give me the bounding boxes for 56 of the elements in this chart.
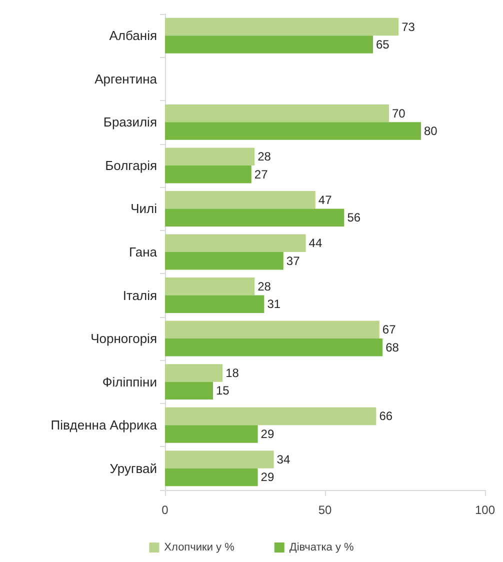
- y-tick-label: Чорногорія: [90, 331, 157, 346]
- data-label: 67: [382, 322, 396, 337]
- data-label: 31: [267, 297, 281, 312]
- bar: [165, 208, 344, 226]
- data-label: 18: [226, 366, 240, 380]
- bar: [165, 450, 274, 468]
- data-label: 29: [260, 426, 274, 441]
- bar: [165, 278, 255, 296]
- data-label: 27: [254, 167, 268, 182]
- bar: [165, 364, 223, 382]
- bar: [165, 190, 316, 209]
- data-label: 65: [376, 38, 390, 52]
- x-tick-label: 0: [162, 503, 169, 517]
- data-label: 44: [308, 236, 322, 250]
- bar: [165, 165, 252, 184]
- data-label: 29: [260, 470, 274, 484]
- bar: [165, 234, 306, 252]
- data-label: 28: [258, 150, 272, 164]
- bar: [165, 18, 399, 36]
- bar: [165, 407, 376, 426]
- legend-label: Дівчатка у %: [289, 542, 354, 554]
- x-tick-label: 100: [474, 503, 496, 517]
- data-label: 73: [402, 20, 416, 34]
- bar: [165, 295, 264, 314]
- bar: [165, 468, 258, 486]
- y-tick-label: Філіппіни: [102, 374, 157, 390]
- bar: [165, 382, 213, 400]
- y-tick-label: Гана: [129, 244, 158, 260]
- data-label: 56: [347, 210, 361, 225]
- data-label: 37: [286, 254, 300, 268]
- x-tick-label: 50: [318, 503, 332, 517]
- y-tick-label: Чилі: [130, 201, 158, 216]
- bar: [165, 320, 380, 339]
- bar: [165, 36, 373, 54]
- y-tick-label: Південна Африка: [50, 418, 158, 433]
- y-tick-label: Албанія: [109, 28, 157, 44]
- data-label: 66: [379, 409, 393, 424]
- data-label: 47: [318, 192, 332, 207]
- data-label: 68: [386, 340, 400, 354]
- legend-label: Хлопчики у %: [164, 542, 235, 554]
- bar: [165, 122, 421, 140]
- bar: [165, 425, 258, 443]
- bar: [165, 252, 284, 270]
- y-tick-label: Болгарія: [105, 158, 157, 173]
- data-label: 80: [424, 124, 438, 138]
- y-tick-label: Італія: [122, 288, 157, 303]
- bar: [165, 148, 255, 166]
- data-label: 15: [216, 384, 230, 398]
- y-tick-label: Аргентина: [94, 71, 158, 86]
- y-tick-label: Бразилія: [103, 114, 157, 130]
- data-label: 70: [392, 106, 406, 120]
- data-label: 34: [276, 452, 290, 466]
- y-tick-label: Уругвай: [110, 460, 157, 476]
- bar: [165, 104, 389, 122]
- data-label: 28: [258, 279, 272, 294]
- bar: [165, 338, 383, 356]
